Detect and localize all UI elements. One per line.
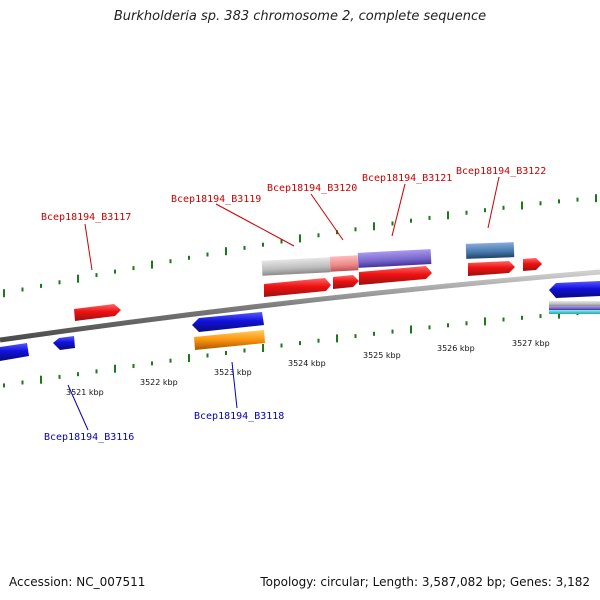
scale-label-3524: 3524 kbp: [288, 359, 326, 368]
scale-label-3527: 3527 kbp: [512, 339, 550, 348]
outer-tick-track: [3, 194, 597, 298]
gene-label-b3116[interactable]: Bcep18194_B3116: [44, 432, 134, 443]
gene-label-b3117[interactable]: Bcep18194_B3117: [41, 212, 131, 223]
leader-line-b3116: [67, 384, 89, 431]
feature-bar-edge-teal[interactable]: [549, 310, 600, 314]
gene-forward-b3121[interactable]: [359, 266, 432, 285]
gene-reverse-small[interactable]: [53, 336, 75, 350]
scale-label-3526: 3526 kbp: [437, 344, 475, 353]
feature-bar-purple[interactable]: [357, 249, 432, 268]
leader-line-b3118: [231, 361, 238, 409]
feature-bar-edge-purple[interactable]: [549, 306, 600, 310]
feature-bar-gray[interactable]: [261, 257, 331, 276]
gene-reverse-b3118[interactable]: [192, 312, 264, 332]
genome-summary-text: Topology: circular; Length: 3,587,082 bp…: [260, 575, 590, 589]
gene-forward-b3122[interactable]: [468, 261, 515, 276]
feature-bar-pink[interactable]: [329, 255, 359, 272]
leader-line-b3122: [487, 176, 500, 229]
map-title: Burkholderia sp. 383 chromosome 2, compl…: [113, 9, 487, 24]
leader-line-b3117: [84, 223, 93, 271]
gene-forward-b3117[interactable]: [74, 304, 121, 321]
accession-text: Accession: NC_007511: [9, 575, 146, 589]
gene-label-b3119[interactable]: Bcep18194_B3119: [171, 194, 261, 205]
inner-tick-track: [3, 310, 597, 388]
scale-label-3522: 3522 kbp: [140, 378, 178, 387]
leader-line-b3119: [215, 203, 295, 247]
scale-label-3521: 3521 kbp: [66, 388, 104, 397]
sequence-backbone: [0, 269, 600, 343]
feature-bar-steel[interactable]: [465, 242, 515, 259]
leader-line-b3120: [310, 193, 344, 241]
gene-label-b3120[interactable]: Bcep18194_B3120: [267, 183, 357, 194]
gene-reverse-b3116[interactable]: [0, 343, 29, 361]
leader-line-b3121: [391, 183, 406, 237]
gene-label-b3118[interactable]: Bcep18194_B3118: [194, 411, 284, 422]
gene-label-b3122[interactable]: Bcep18194_B3122: [456, 166, 546, 177]
gene-forward-b3120[interactable]: [333, 275, 359, 289]
gene-forward-small[interactable]: [523, 258, 542, 271]
scale-label-3525: 3525 kbp: [363, 351, 401, 360]
feature-bar-orange[interactable]: [194, 330, 265, 350]
gene-forward-b3119[interactable]: [264, 278, 331, 297]
gene-reverse-edge[interactable]: [549, 281, 600, 298]
gene-label-b3121[interactable]: Bcep18194_B3121: [362, 173, 452, 184]
feature-bar-edge-gray[interactable]: [549, 301, 600, 306]
